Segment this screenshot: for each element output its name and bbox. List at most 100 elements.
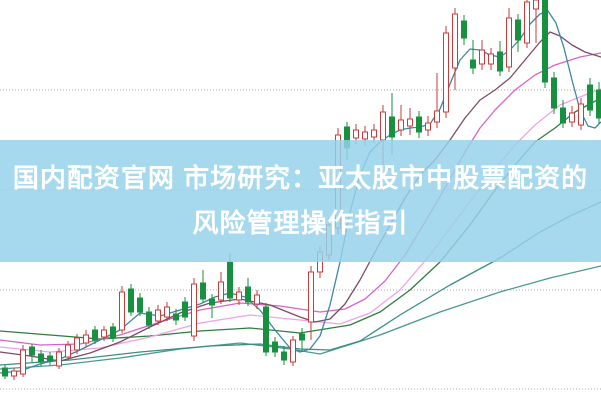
candle-up xyxy=(488,48,494,70)
candle-body xyxy=(2,367,8,377)
candle-up xyxy=(119,286,125,333)
candle-body xyxy=(65,344,71,358)
candle-body xyxy=(443,32,449,113)
candle-body xyxy=(83,334,89,344)
candle-down xyxy=(515,14,521,52)
candle-body xyxy=(245,286,251,303)
candle-body xyxy=(425,122,431,131)
candle-body xyxy=(173,313,179,321)
candle-up xyxy=(83,330,89,347)
candle-body xyxy=(353,129,359,139)
candle-body xyxy=(578,103,584,126)
candle-body xyxy=(272,341,278,353)
candle-down xyxy=(281,346,287,365)
candle-body xyxy=(398,119,404,131)
candle-body xyxy=(551,77,557,109)
candle-down xyxy=(263,303,269,356)
candle-body xyxy=(299,333,305,341)
candle-down xyxy=(38,350,44,366)
candle-body xyxy=(38,353,44,363)
candle-body xyxy=(20,349,26,375)
candle-body xyxy=(380,111,386,141)
candle-up xyxy=(74,334,80,354)
candle-body xyxy=(290,339,296,363)
candle-body xyxy=(596,89,601,119)
candle-up xyxy=(569,106,575,127)
candle-body xyxy=(218,281,224,301)
candle-body xyxy=(407,118,413,127)
candle-up xyxy=(308,266,314,340)
candle-body xyxy=(11,370,17,377)
candle-body xyxy=(254,294,260,305)
candle-up xyxy=(524,0,530,48)
candle-body xyxy=(362,131,368,140)
candle-up xyxy=(479,40,485,70)
candle-body xyxy=(209,298,215,306)
candle-up xyxy=(236,287,242,305)
candle-body xyxy=(452,13,458,69)
candle-body xyxy=(236,291,242,301)
candle-body xyxy=(119,291,125,331)
candle-down xyxy=(596,82,601,124)
candle-down xyxy=(245,278,251,306)
title-banner: 国内配资官网 市场研究：亚太股市中股票配资的 风险管理操作指引 xyxy=(0,140,601,262)
candle-up xyxy=(506,8,512,72)
candle-up xyxy=(398,105,404,136)
candle-down xyxy=(542,0,548,88)
candle-up xyxy=(101,326,107,341)
candle-up xyxy=(56,348,62,369)
candle-down xyxy=(587,78,593,116)
candle-body xyxy=(182,301,188,318)
candle-body xyxy=(587,84,593,111)
candle-up xyxy=(371,124,377,143)
candle-down xyxy=(2,365,8,379)
candle-body xyxy=(146,311,152,326)
candle-body xyxy=(389,116,395,138)
candle-down xyxy=(272,337,278,357)
candle-body xyxy=(497,51,503,72)
banner-title-line2: 风险管理操作指引 xyxy=(192,208,409,238)
candle-down xyxy=(146,307,152,329)
candle-up xyxy=(20,345,26,377)
candle-body xyxy=(461,20,467,39)
candle-down xyxy=(461,15,467,45)
ma-magenta-line xyxy=(0,52,601,346)
candle-body xyxy=(371,129,377,138)
candle-up xyxy=(164,302,170,321)
candle-body xyxy=(110,326,116,339)
candle-up xyxy=(290,336,296,366)
candle-body xyxy=(155,309,161,322)
candle-down xyxy=(173,309,179,325)
candle-body xyxy=(308,271,314,323)
candle-down xyxy=(470,40,476,74)
candle-body xyxy=(29,346,35,356)
candle-body xyxy=(533,0,539,10)
candle-body xyxy=(479,49,485,65)
candle-body xyxy=(470,59,476,69)
candle-body xyxy=(47,355,53,362)
candle-body xyxy=(569,112,575,123)
candle-body xyxy=(191,283,197,337)
candle-body xyxy=(506,17,512,68)
candle-down xyxy=(29,344,35,362)
candle-body xyxy=(524,1,530,44)
candle-body xyxy=(137,297,143,313)
candle-up xyxy=(407,108,413,135)
candle-up xyxy=(218,272,224,304)
candle-up xyxy=(452,8,458,90)
ma-green-line xyxy=(0,97,601,340)
candle-down xyxy=(110,323,116,342)
candle-body xyxy=(92,329,98,341)
candle-body xyxy=(488,53,494,65)
candle-body xyxy=(56,351,62,367)
candle-up xyxy=(578,98,584,130)
candle-down xyxy=(200,270,206,303)
candle-body xyxy=(164,306,170,318)
candle-body xyxy=(128,288,134,313)
ma-slowest-teal-line xyxy=(0,265,601,370)
candle-body xyxy=(281,351,287,361)
candle-body xyxy=(542,0,548,83)
candle-body xyxy=(515,19,521,41)
